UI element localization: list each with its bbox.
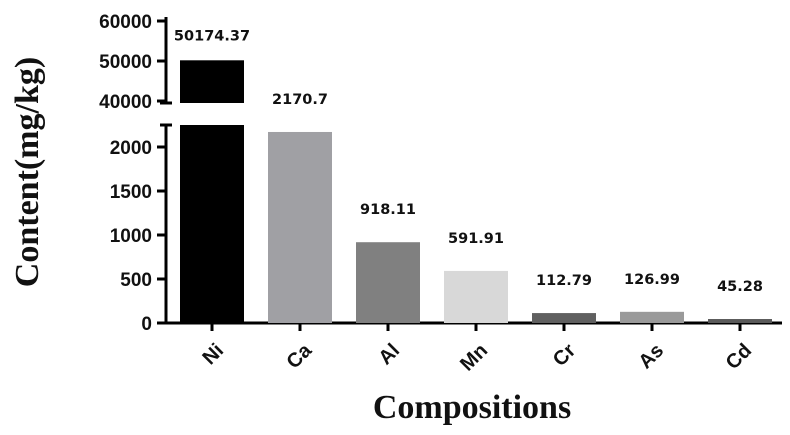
x-tick-label: As xyxy=(634,340,668,374)
data-label: 591.91 xyxy=(448,231,504,247)
chart-marks: 0 500 1000 1500 2000 40000 50000 60000 50174.37 N… xyxy=(99,12,782,376)
bar-ca xyxy=(268,131,332,323)
bar-cr xyxy=(532,313,596,323)
x-tick-label: Ca xyxy=(282,339,316,373)
data-label: 50174.37 xyxy=(174,28,250,44)
y-tick-label: 60000 xyxy=(99,12,152,33)
bar-al xyxy=(356,242,420,323)
x-tick-label: Ni xyxy=(198,340,228,370)
axis-break-gap xyxy=(154,105,234,123)
x-tick-label: Mn xyxy=(456,340,492,376)
bar-mn xyxy=(444,270,508,323)
data-label: 126.99 xyxy=(624,272,680,288)
y-axis-title: Content(mg/kg) xyxy=(9,57,46,287)
y-tick-label: 40000 xyxy=(99,92,152,113)
bar-ni-upper xyxy=(180,60,244,103)
x-tick-label: Cd xyxy=(722,340,756,374)
x-tick-label: Al xyxy=(374,340,404,370)
bar-as xyxy=(620,311,684,323)
bar-cd xyxy=(708,319,772,323)
data-label: 2170.7 xyxy=(272,92,328,108)
data-label: 112.79 xyxy=(536,273,592,289)
y-tick-label: 1000 xyxy=(110,226,152,247)
x-axis-title: Compositions xyxy=(373,389,571,426)
y-tick-label: 500 xyxy=(120,270,152,291)
y-tick-label: 0 xyxy=(141,314,152,335)
data-label: 45.28 xyxy=(717,279,763,295)
data-label: 918.11 xyxy=(360,202,416,218)
y-tick-label: 1500 xyxy=(110,182,152,203)
x-tick-label: Cr xyxy=(549,339,580,370)
bar-ni-lower xyxy=(180,125,244,323)
y-tick-label: 2000 xyxy=(110,138,152,159)
y-tick-label: 50000 xyxy=(99,52,152,73)
